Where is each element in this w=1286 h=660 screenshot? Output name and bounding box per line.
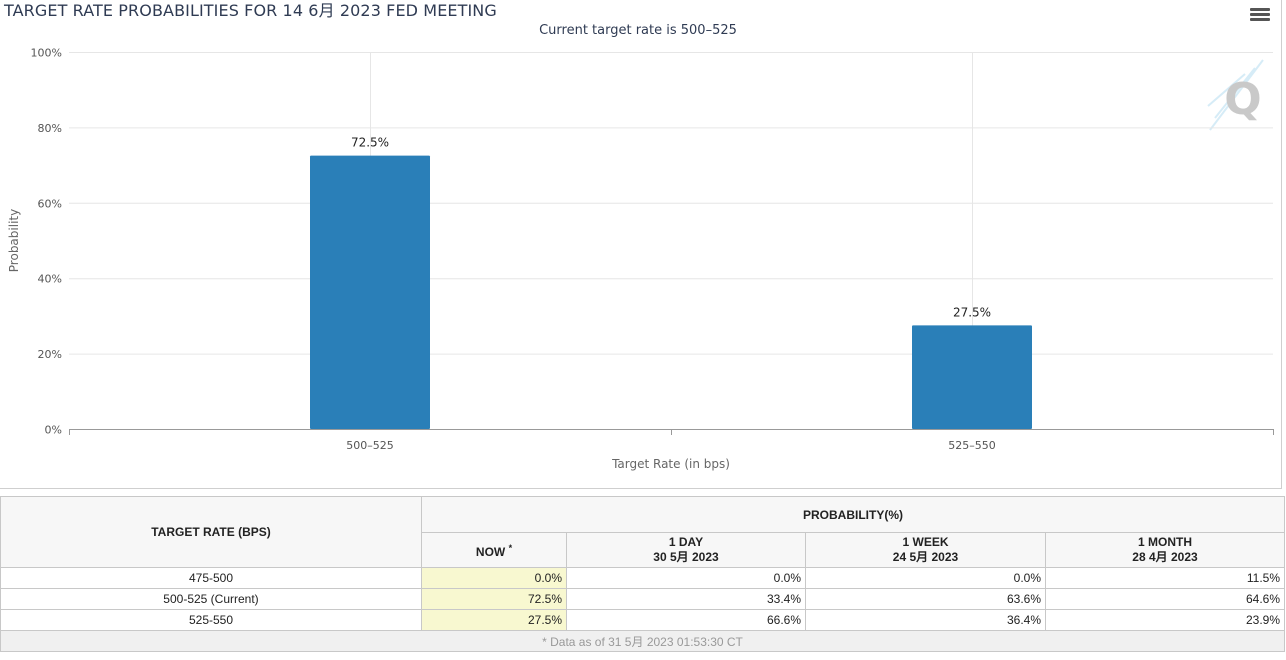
week-cell: 63.6% [805, 588, 1046, 610]
probability-table: TARGET RATE (BPS) PROBABILITY(%) NOW * 1… [0, 496, 1285, 652]
x-tick-label: 500–525 [346, 439, 394, 452]
x-tick-label: 525–550 [948, 439, 996, 452]
col-header-date: 28 4月 2023 [1132, 550, 1198, 564]
data-label: 27.5% [953, 305, 991, 319]
col-header-1day: 1 DAY 30 5月 2023 [566, 532, 806, 568]
data-label: 72.5% [351, 136, 389, 150]
day-cell: 66.6% [566, 609, 806, 631]
chart-panel: TARGET RATE PROBABILITIES FOR 14 6月 2023… [0, 0, 1282, 489]
bar [310, 155, 430, 430]
week-cell: 36.4% [805, 609, 1046, 631]
now-header-marker: * [508, 542, 513, 553]
table-row: 475-500 0.0% 0.0% 0.0% 11.5% [0, 567, 1285, 589]
footnote: * Data as of 31 5月 2023 01:53:30 CT [0, 630, 1285, 652]
month-cell: 23.9% [1045, 609, 1285, 631]
y-axis-title: Probability [7, 209, 21, 272]
y-tick-label: 100% [31, 47, 62, 60]
bar-chart: 0% 20% 40% 60% 80% 100% 72.5% 500–525 27.5% 525–5… [7, 47, 1274, 471]
y-tick-label: 40% [38, 273, 62, 286]
month-cell: 11.5% [1045, 567, 1285, 589]
now-cell: 0.0% [421, 567, 567, 589]
target-rate-header: TARGET RATE (BPS) [0, 496, 422, 568]
now-header-label: NOW [475, 544, 506, 559]
week-cell: 0.0% [805, 567, 1046, 589]
quikstrike-logo-icon: Q [1207, 59, 1264, 131]
col-header-label: 1 WEEK [902, 535, 949, 549]
day-cell: 0.0% [566, 567, 806, 589]
col-header-1month: 1 MONTH 28 4月 2023 [1045, 532, 1285, 568]
now-header: NOW * [421, 532, 567, 568]
x-axis-title: Target Rate (in bps) [611, 457, 730, 471]
rate-cell: 475-500 [0, 567, 422, 589]
probability-header: PROBABILITY(%) [421, 496, 1285, 533]
bar [912, 325, 1032, 429]
rate-cell: 500-525 (Current) [0, 588, 422, 610]
col-header-date: 30 5月 2023 [653, 550, 719, 564]
y-tick-label: 80% [38, 122, 62, 135]
hamburger-menu-icon[interactable] [1250, 8, 1270, 24]
day-cell: 33.4% [566, 588, 806, 610]
chart-subtitle: Current target rate is 500–525 [539, 23, 737, 38]
col-header-date: 24 5月 2023 [892, 550, 959, 564]
rate-cell: 525-550 [0, 609, 422, 631]
y-tick-label: 20% [38, 348, 62, 361]
svg-text:Q: Q [1224, 74, 1261, 125]
now-cell: 72.5% [421, 588, 567, 610]
chart-title: TARGET RATE PROBABILITIES FOR 14 6月 2023… [4, 1, 497, 20]
col-header-label: 1 MONTH [1138, 535, 1192, 549]
col-header-1week: 1 WEEK 24 5月 2023 [805, 532, 1046, 568]
col-header-label: 1 DAY [668, 535, 704, 549]
month-cell: 64.6% [1045, 588, 1285, 610]
table-row: 500-525 (Current) 72.5% 33.4% 63.6% 64.6… [0, 588, 1285, 610]
y-tick-label: 60% [38, 197, 62, 210]
now-cell: 27.5% [421, 609, 567, 631]
y-tick-label: 0% [45, 424, 62, 437]
table-row: 525-550 27.5% 66.6% 36.4% 23.9% [0, 609, 1285, 631]
